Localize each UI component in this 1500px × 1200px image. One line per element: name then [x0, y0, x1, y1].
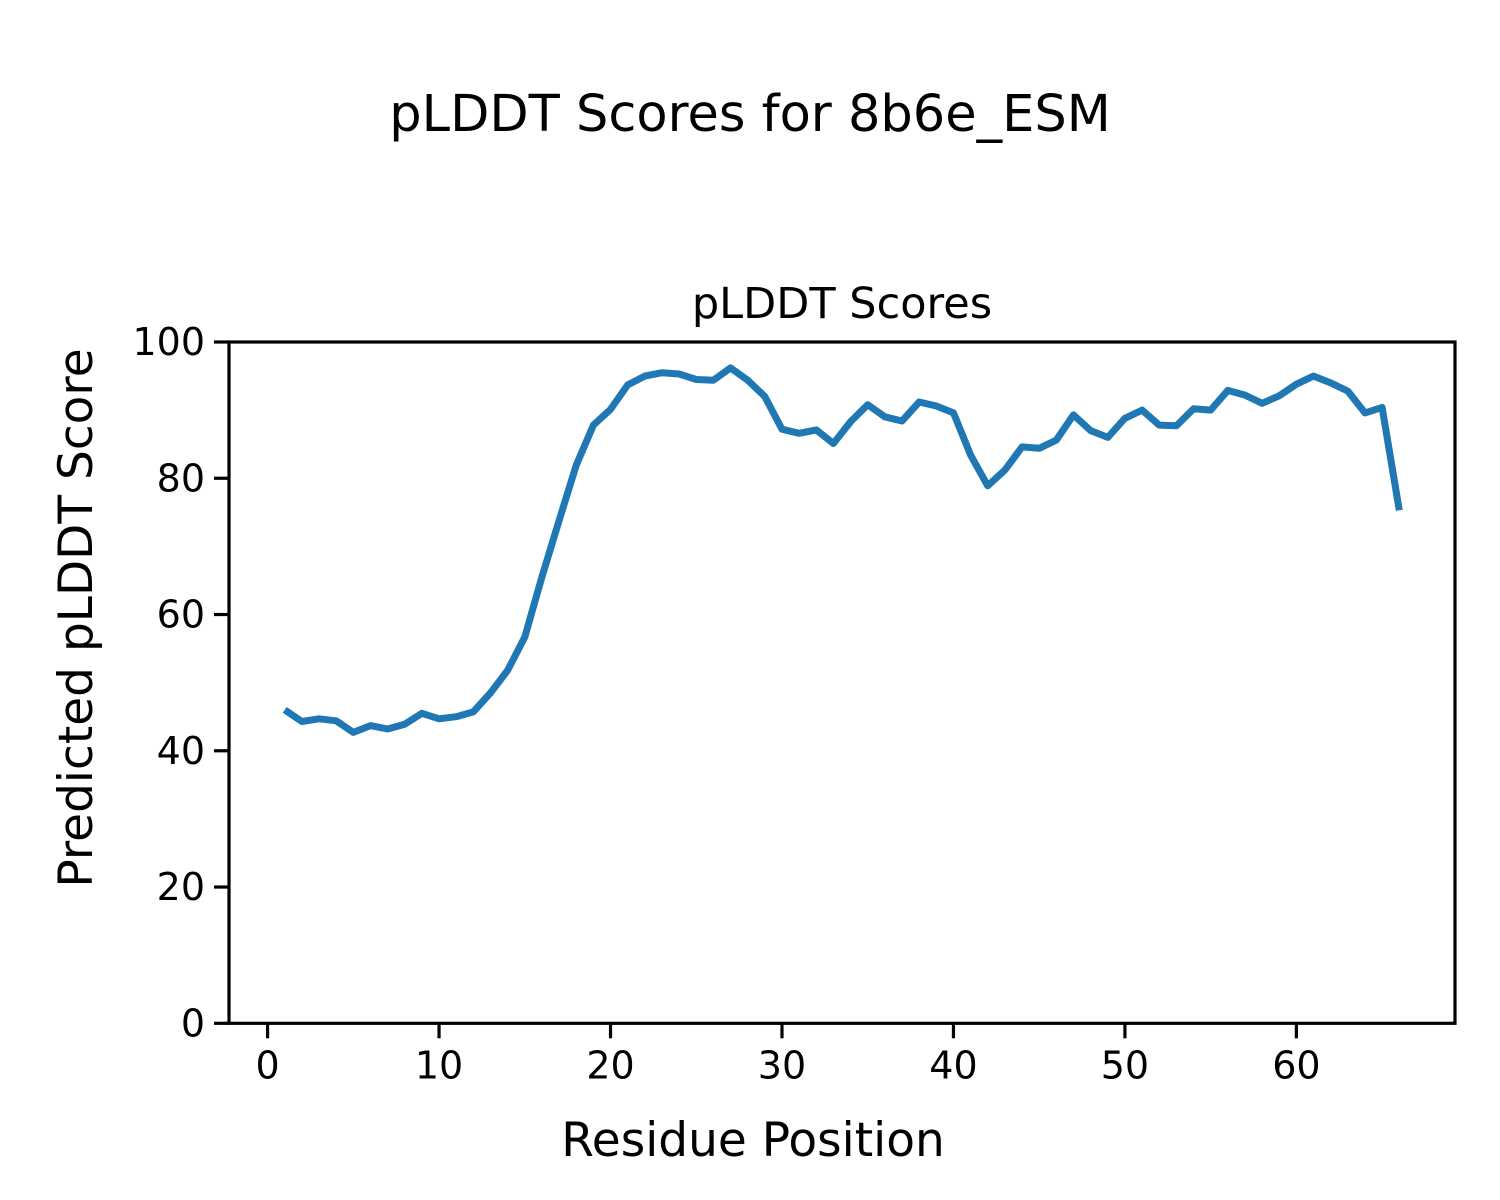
plot-border [227, 340, 1457, 1025]
plddt-score-line [282, 364, 1403, 736]
x-tick-label: 50 [1101, 1043, 1149, 1087]
x-tick-label: 60 [1272, 1043, 1320, 1087]
y-tick-label: 0 [181, 1001, 205, 1045]
y-axis-label: Predicted pLDDT Score [49, 348, 104, 888]
y-tick-label: 40 [157, 729, 205, 773]
x-axis-label: Residue Position [561, 1113, 945, 1168]
y-tick-label: 100 [132, 320, 205, 364]
x-tick-label: 40 [929, 1043, 977, 1087]
y-tick-label: 20 [157, 865, 205, 909]
x-tick-label: 20 [586, 1043, 634, 1087]
x-tick-label: 30 [758, 1043, 806, 1087]
x-tick-label: 10 [415, 1043, 463, 1087]
axes-title: pLDDT Scores [691, 279, 993, 329]
y-tick-label: 80 [157, 456, 205, 500]
figure-title: pLDDT Scores for 8b6e_ESM [389, 85, 1111, 144]
x-tick-label: 0 [255, 1043, 279, 1087]
y-tick-label: 60 [157, 593, 205, 637]
